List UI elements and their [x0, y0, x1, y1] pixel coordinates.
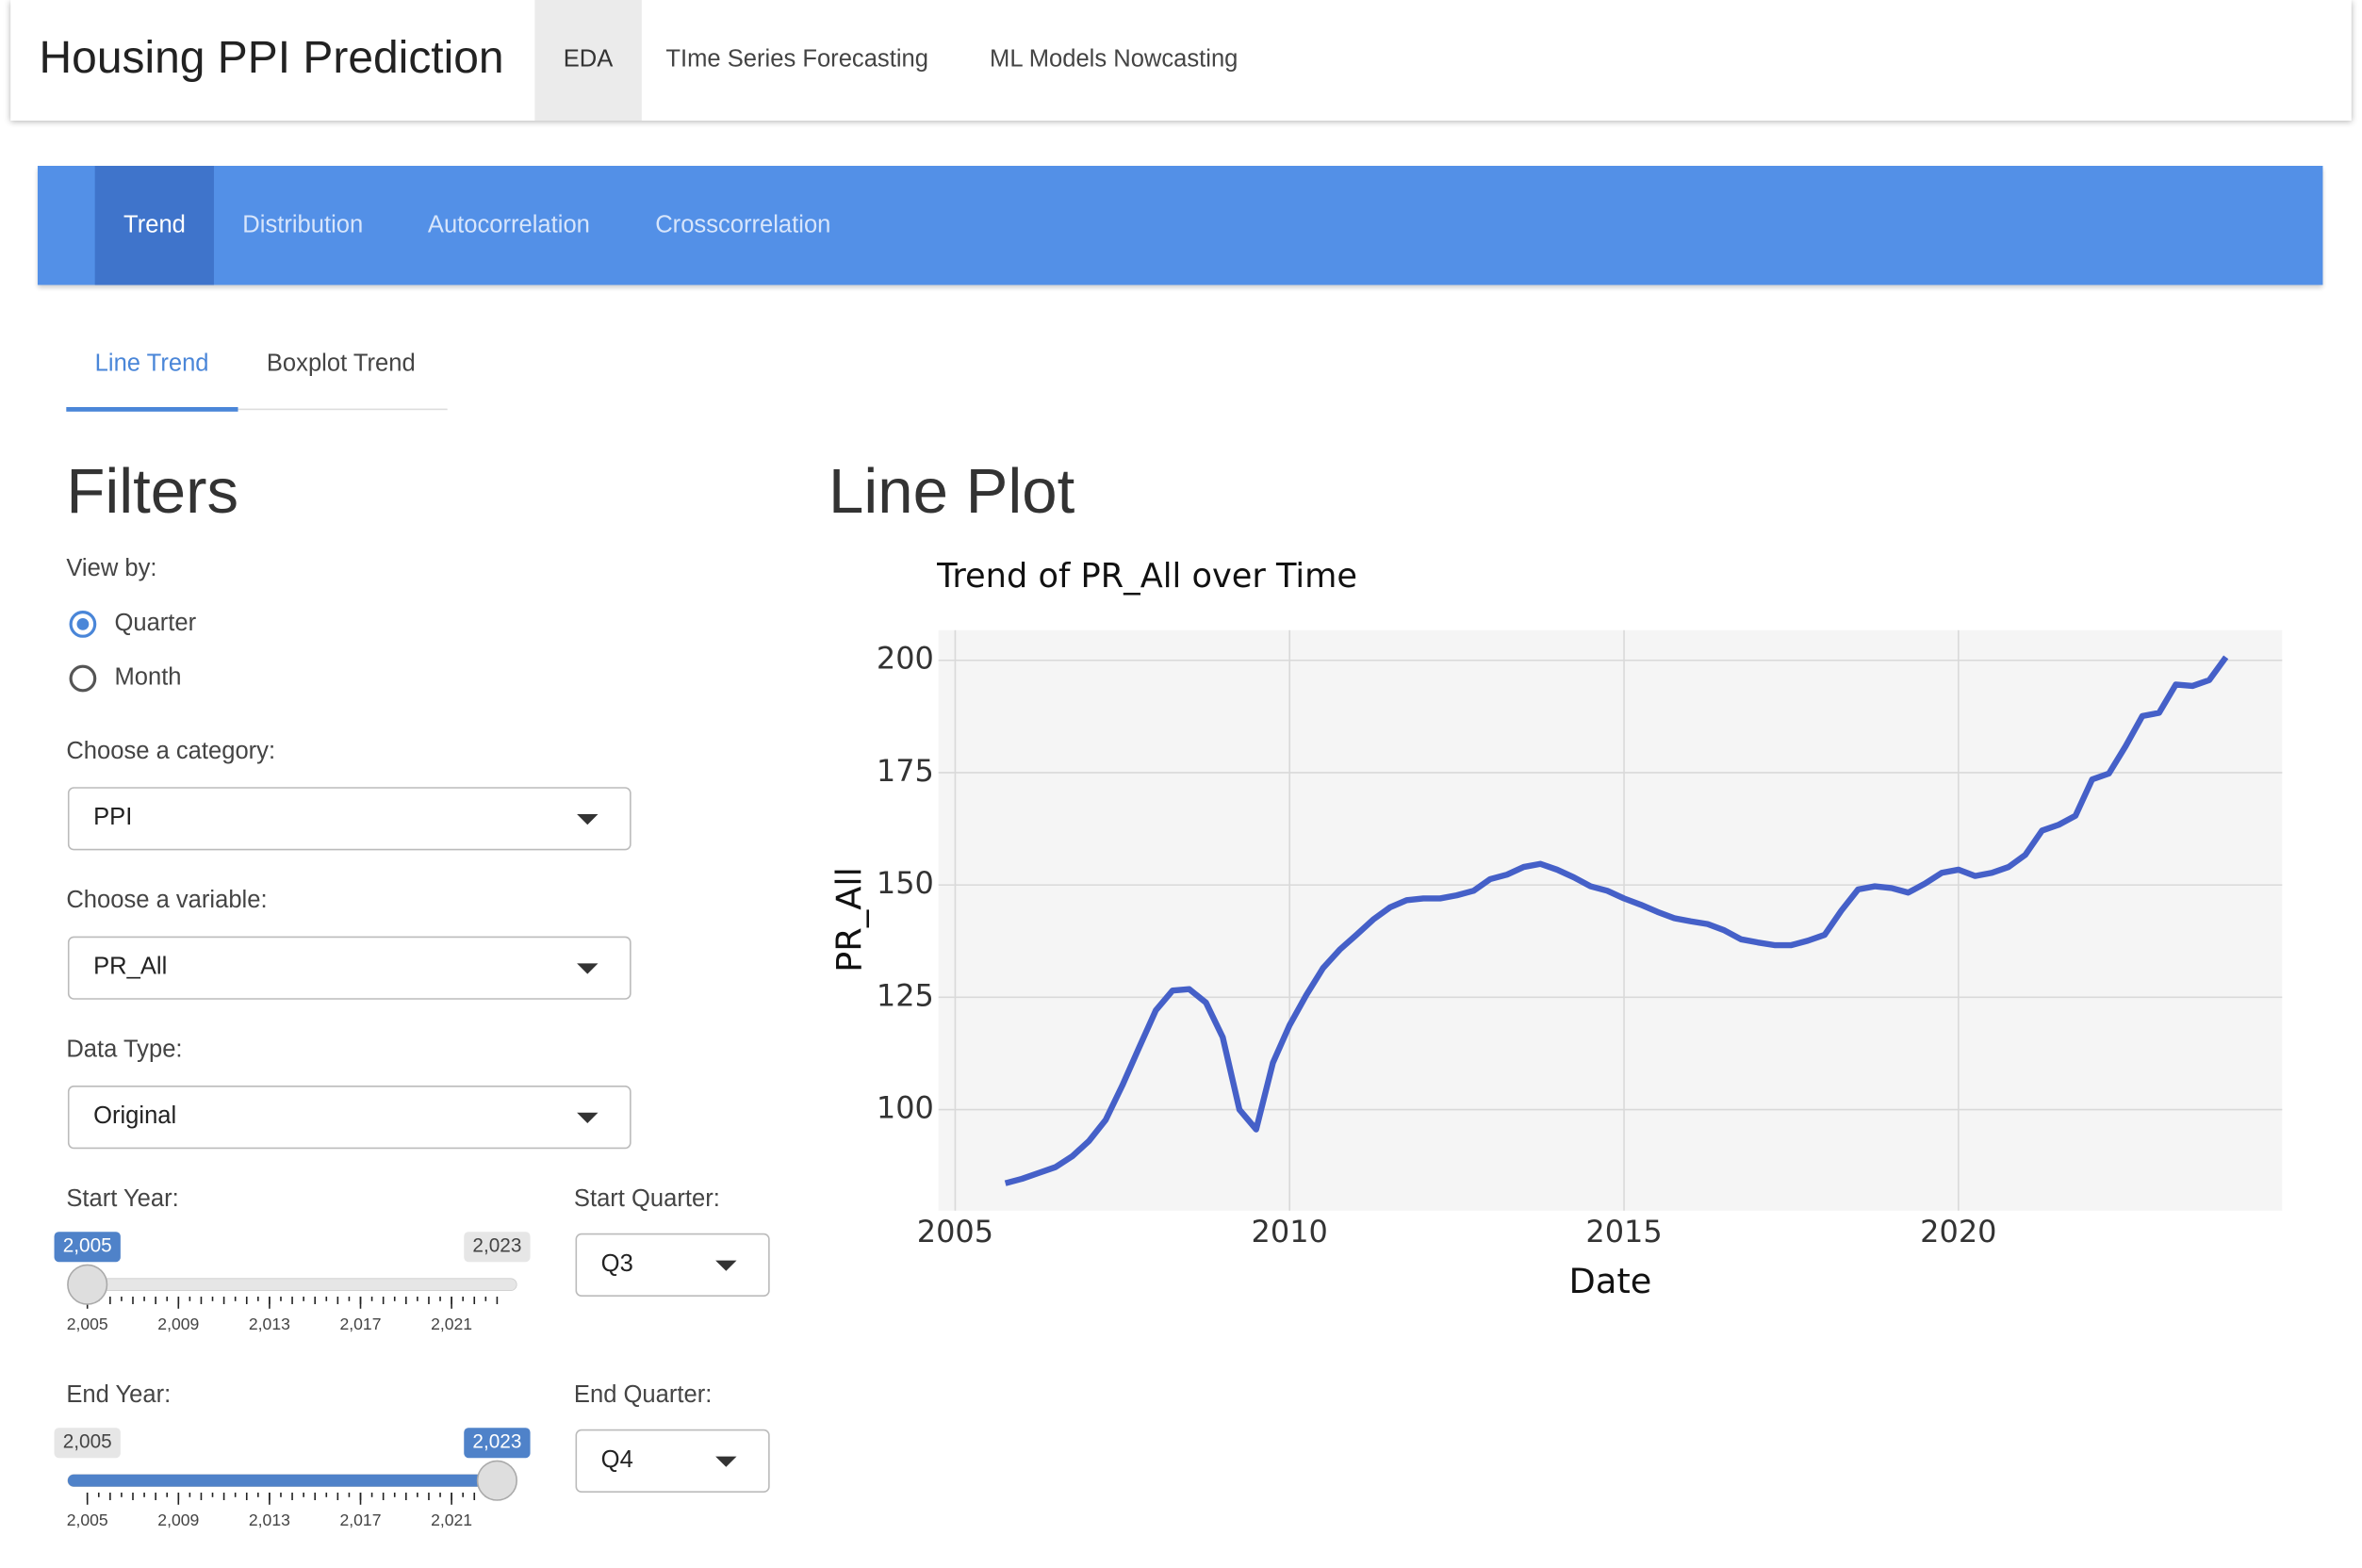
x-tick-label: 2005 [917, 1214, 993, 1250]
slider-bubble: 2,005 [54, 1232, 121, 1263]
app-title: Housing PPI Prediction [39, 33, 504, 83]
slider-tick-label: 2,021 [431, 1315, 472, 1333]
slider-bubble-label: 2,023 [472, 1235, 521, 1257]
label: End Quarter: [573, 1382, 713, 1409]
select[interactable]: PR_All [67, 936, 632, 1000]
label: Data Type: [66, 1037, 183, 1063]
slider-tick-label: 2,009 [157, 1511, 199, 1529]
slider-track [67, 1278, 517, 1292]
label: Choose a category: [66, 739, 276, 765]
select[interactable]: Q4 [575, 1429, 770, 1493]
sub-tab[interactable]: Autocorrelation [427, 212, 590, 238]
sub-navbar [37, 166, 2323, 286]
sub-tab[interactable]: Distribution [242, 212, 364, 238]
x-tick-label: 2020 [1920, 1214, 1996, 1250]
select-value: Q3 [600, 1251, 633, 1278]
nav-tab[interactable]: EDA [534, 0, 642, 121]
label: Start Year: [66, 1186, 179, 1213]
select-value: Original [93, 1103, 177, 1130]
navbar [10, 0, 2352, 121]
select-value: PPI [93, 805, 133, 831]
x-tick-label: 2015 [1585, 1214, 1662, 1250]
x-tick-label: 2010 [1252, 1214, 1328, 1250]
select-value: Q4 [600, 1447, 633, 1474]
sub-tab[interactable]: Crosscorrelation [655, 212, 831, 238]
nav-tab[interactable]: ML Models Nowcasting [990, 46, 1238, 73]
y-tick-label: 150 [877, 865, 934, 901]
label: End Year: [66, 1382, 172, 1409]
radio[interactable] [69, 664, 97, 693]
slider-handle[interactable] [476, 1460, 517, 1501]
y-axis-label: PR_All [828, 867, 869, 972]
slider-bubble-box [464, 1428, 531, 1459]
slider-bubble: 2,005 [54, 1428, 121, 1459]
y-tick-label: 100 [877, 1090, 934, 1126]
slider-tick-label: 2,005 [67, 1315, 108, 1333]
select[interactable]: PPI [67, 787, 632, 851]
slider-bubble-label: 2,005 [63, 1235, 112, 1257]
slider-tick-label: 2,017 [340, 1511, 382, 1529]
slider-bubble: 2,023 [464, 1232, 531, 1263]
slider-tick-label: 2,005 [67, 1511, 108, 1529]
tab-rule [66, 408, 448, 411]
radio[interactable] [69, 611, 97, 638]
plot-heading: Line Plot [828, 455, 1075, 527]
slider-bubble: 2,023 [464, 1428, 531, 1459]
slider-bubble-box [464, 1232, 531, 1263]
slider-tick-label: 2,013 [249, 1511, 290, 1529]
tab-underline [66, 407, 238, 412]
slider-bubble-box [54, 1428, 121, 1459]
radio-label[interactable]: Quarter [114, 611, 197, 637]
slider-bubble-box [54, 1232, 121, 1263]
label: View by: [66, 556, 157, 582]
slider-fill [67, 1474, 498, 1487]
panel-tab[interactable]: Line Trend [94, 351, 209, 377]
slider-bubble-label: 2,023 [472, 1431, 521, 1453]
sub-tab[interactable]: Trend [94, 166, 215, 286]
label: Choose a variable: [66, 888, 268, 914]
select[interactable]: Original [67, 1086, 632, 1150]
y-tick-label: 175 [877, 753, 934, 789]
chart-title: Trend of PR_All over Time [936, 557, 1357, 596]
y-tick-label: 200 [877, 641, 934, 677]
slider-tick-label: 2,017 [340, 1315, 382, 1333]
plot-background [938, 629, 2283, 1211]
label: Start Quarter: [573, 1186, 720, 1213]
select[interactable]: Q3 [575, 1233, 770, 1297]
slider-handle[interactable] [67, 1264, 108, 1305]
x-axis-label: Date [1569, 1261, 1652, 1301]
data-line [1004, 655, 2229, 1186]
slider-tick-label: 2,021 [431, 1511, 472, 1529]
y-tick-label: 125 [877, 977, 934, 1013]
filters-heading: Filters [66, 455, 239, 527]
slider-tick-label: 2,013 [249, 1315, 290, 1333]
radio-label[interactable]: Month [114, 664, 182, 691]
slider-tick-label: 2,009 [157, 1315, 199, 1333]
slider-bubble-label: 2,005 [63, 1431, 112, 1453]
panel-tab[interactable]: Boxplot Trend [266, 351, 416, 377]
select-value: PR_All [93, 954, 168, 980]
nav-tab[interactable]: TIme Series Forecasting [665, 46, 928, 73]
